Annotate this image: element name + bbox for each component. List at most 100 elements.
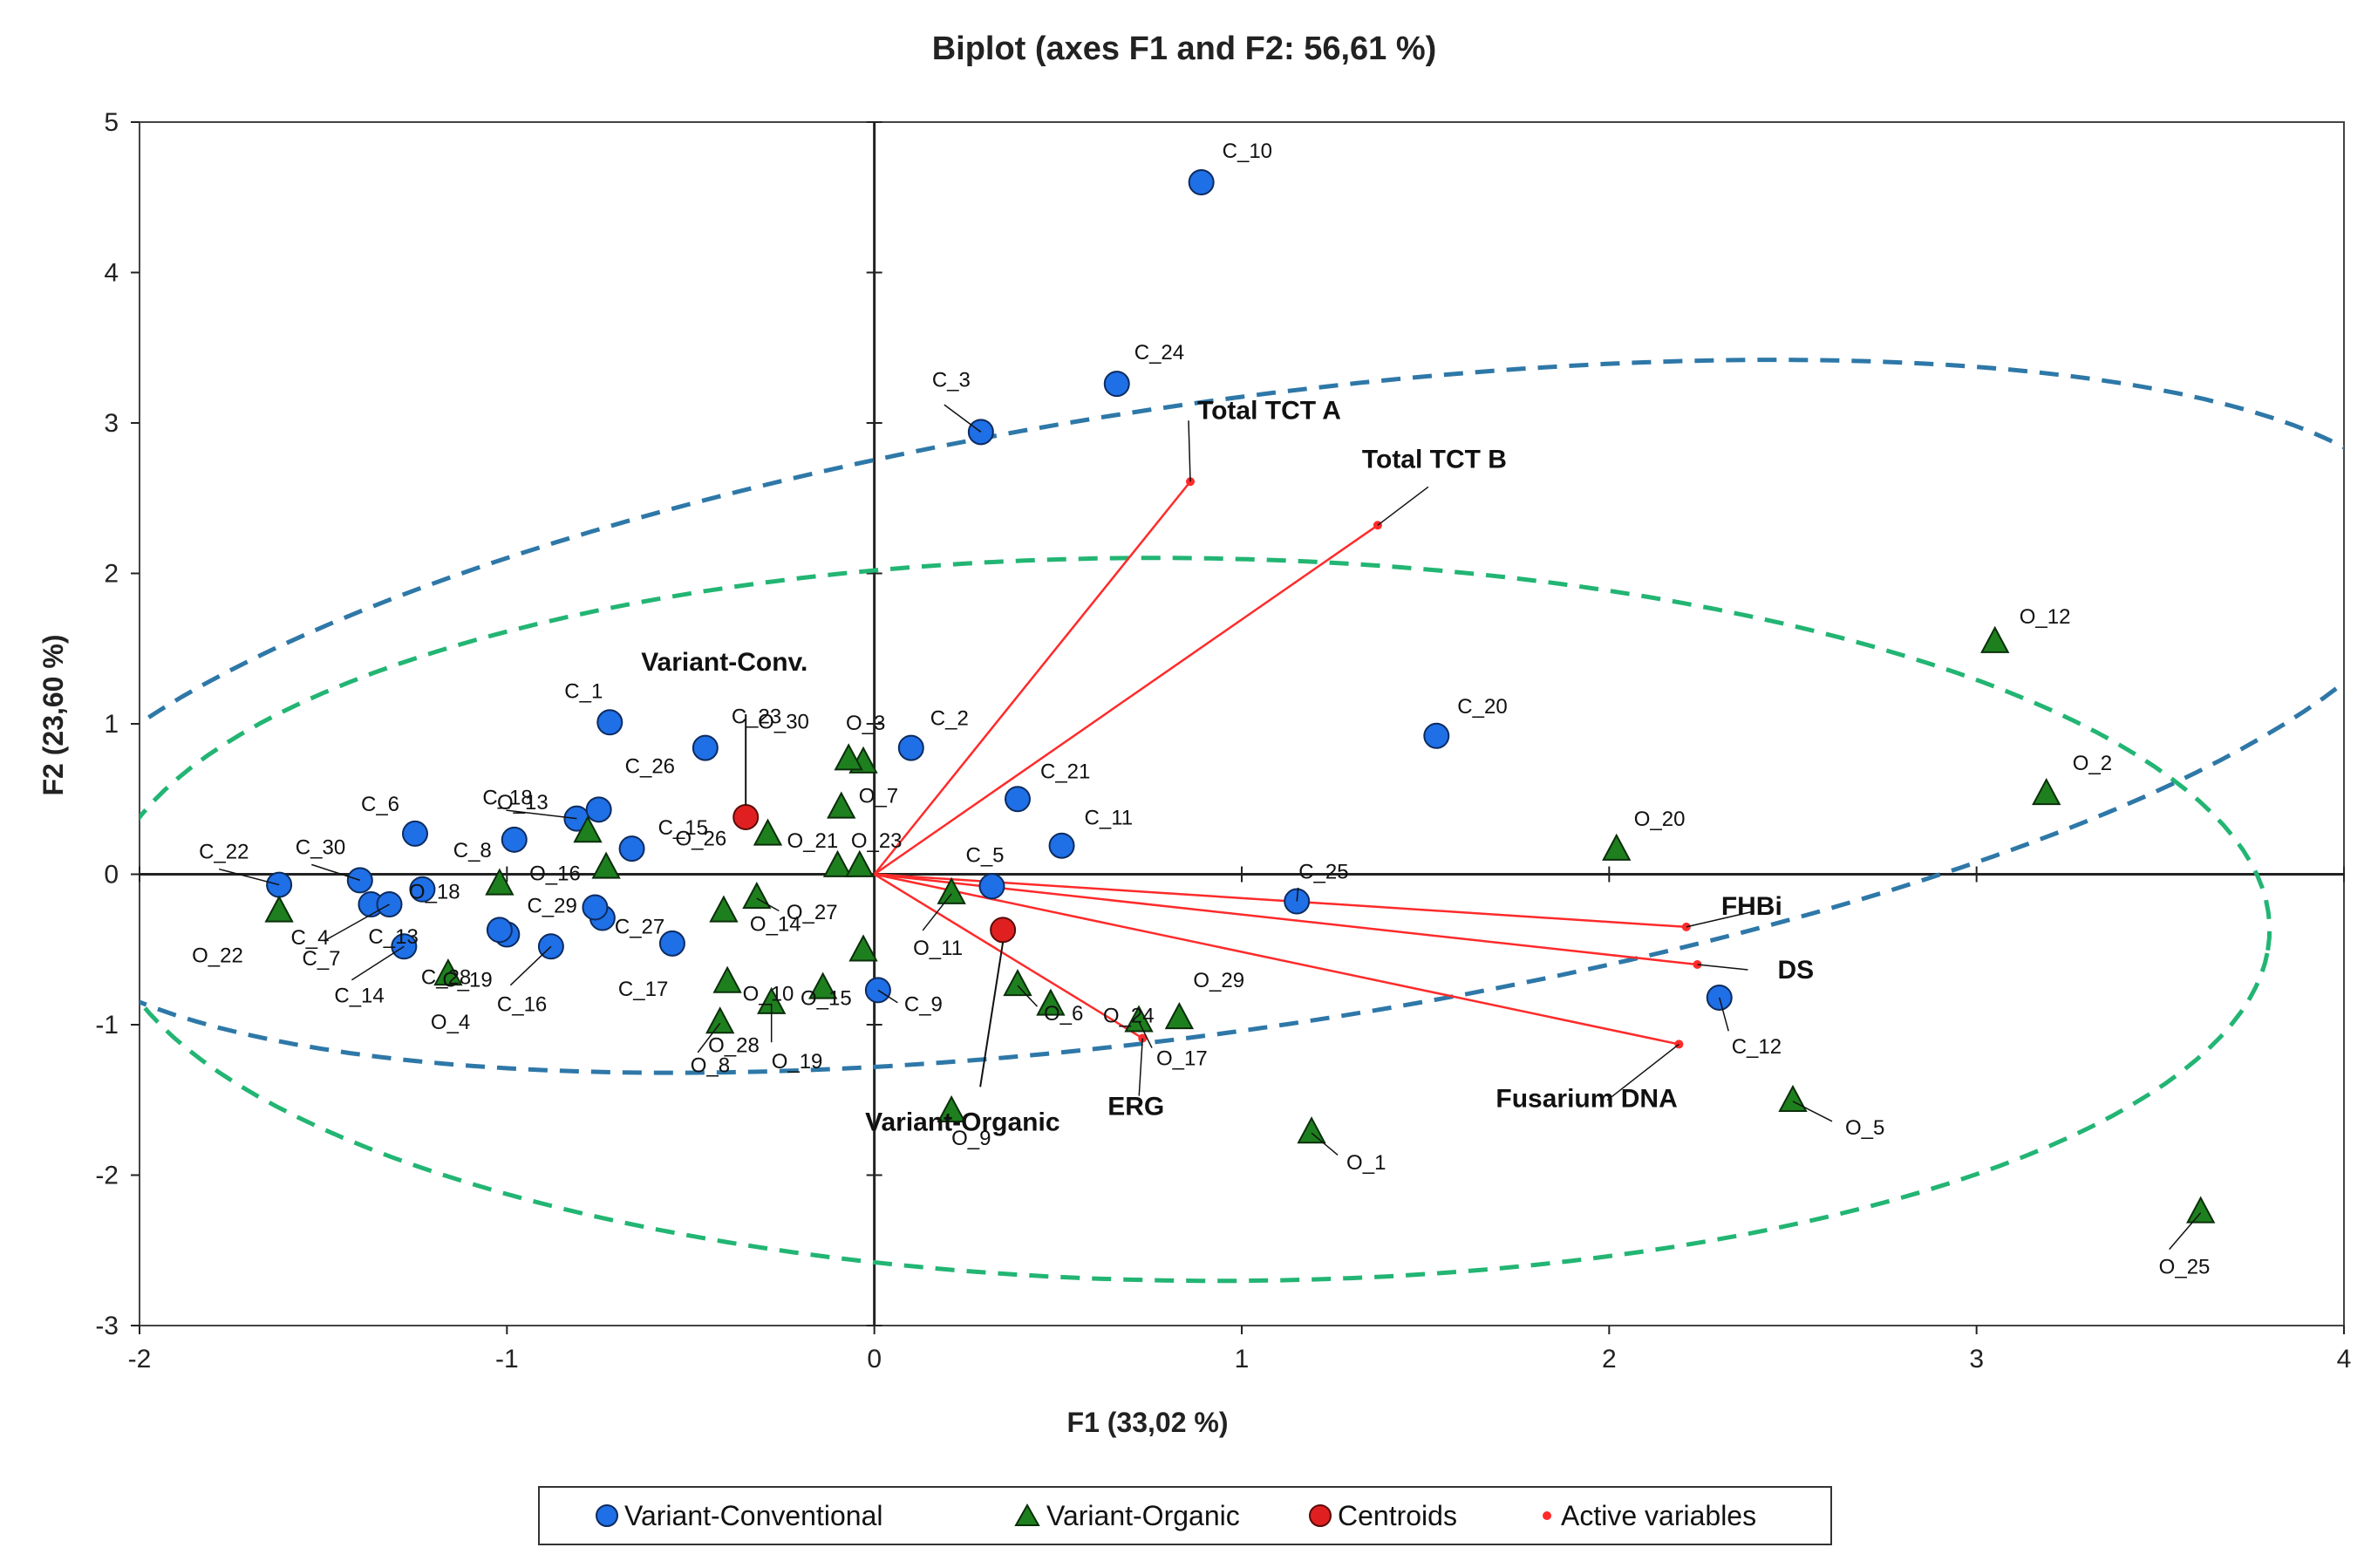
organic-point-label: O_29 <box>1193 969 1244 992</box>
conventional-point <box>402 820 428 847</box>
y-tick-label: -3 <box>95 1312 119 1340</box>
conventional-point <box>658 930 685 957</box>
x-axis-title: F1 (33,02 %) <box>1067 1407 1229 1438</box>
label-leader-line <box>1311 1132 1339 1156</box>
conventional-point <box>501 826 528 853</box>
legend-active-marker <box>1543 1511 1551 1520</box>
organic-point <box>1602 833 1632 861</box>
variable-leader-line <box>1686 910 1754 928</box>
conventional-point-label: C_20 <box>1457 695 1507 719</box>
conventional-point-label: C_6 <box>361 793 399 816</box>
y-tick-label: 0 <box>104 861 119 890</box>
organic-point-label: O_21 <box>787 829 839 853</box>
variable-vector <box>873 524 1379 876</box>
y-tick-label: -1 <box>95 1011 119 1040</box>
conventional-point-label: C_26 <box>625 754 675 778</box>
y-tick-label: 5 <box>104 108 119 137</box>
conventional-point <box>585 796 612 823</box>
organic-point <box>1164 1001 1195 1030</box>
organic-point <box>1036 988 1066 1016</box>
organic-point <box>808 971 838 999</box>
conventional-point-label: C_4 <box>290 926 329 950</box>
conventional-confidence-ellipse <box>140 358 2344 1075</box>
label-leader-line <box>351 945 405 981</box>
organic-point <box>573 815 603 843</box>
label-leader-line <box>1792 1101 1833 1122</box>
label-leader-line <box>506 809 577 820</box>
legend-organic-label: Variant-Organic <box>1046 1500 1240 1531</box>
organic-point-label: O_16 <box>529 862 581 886</box>
observation-points <box>264 169 2216 1224</box>
organic-point <box>2032 777 2061 806</box>
organic-point-label: O_1 <box>1346 1151 1386 1175</box>
organic-point-label: O_17 <box>1156 1047 1208 1071</box>
label-leader-line <box>509 945 552 986</box>
y-tick-label: 3 <box>104 409 119 438</box>
label-leader-line <box>877 989 898 1004</box>
conventional-point-label: C_16 <box>497 992 547 1016</box>
organic-point-label: O_19 <box>772 1050 823 1074</box>
conventional-point-label: C_24 <box>1134 341 1184 365</box>
plot-area-frame <box>139 121 2345 1326</box>
organic-point-label: O_30 <box>758 710 809 733</box>
label-leader-line <box>324 903 390 942</box>
conventional-point <box>486 917 513 944</box>
organic-point <box>834 743 863 771</box>
conventional-point-label: C_5 <box>965 843 1004 867</box>
conventional-point-label: C_25 <box>1298 861 1348 884</box>
conventional-point-label: C_8 <box>453 839 492 862</box>
organic-point-label: O_13 <box>497 791 548 815</box>
label-leader-line <box>1017 985 1039 1007</box>
organic-point <box>753 818 783 846</box>
organic-point-label: O_23 <box>851 829 903 853</box>
variable-leader-line <box>1697 964 1748 971</box>
conventional-point <box>1423 722 1450 749</box>
conventional-point-label: C_15 <box>658 816 708 840</box>
variable-vector <box>874 873 1686 929</box>
organic-point-label: O_12 <box>2020 605 2071 629</box>
organic-point <box>712 965 742 993</box>
conventional-point-label: C_18 <box>482 787 532 810</box>
label-leader-line <box>311 863 361 882</box>
y-tick-label: -2 <box>95 1162 119 1190</box>
organic-point <box>485 868 514 896</box>
x-tick-label: 3 <box>1969 1345 1984 1374</box>
organic-point <box>2186 1196 2216 1224</box>
variable-leader-line <box>1606 1043 1679 1101</box>
conventional-point-label: C_19 <box>442 969 492 992</box>
organic-point-label: O_28 <box>708 1034 760 1058</box>
variable-vector <box>874 873 1698 966</box>
conventional-point-label: C_17 <box>618 978 668 1001</box>
label-leader-line <box>756 897 780 912</box>
organic-point-label: O_7 <box>859 785 898 808</box>
organic-point-label: O_26 <box>675 828 726 851</box>
legend-centroids-marker <box>1309 1504 1332 1527</box>
organic-point-label: O_25 <box>2159 1256 2211 1279</box>
organic-point <box>1297 1116 1326 1144</box>
variable-leader-line <box>1377 486 1429 526</box>
organic-point-label: O_18 <box>409 881 460 904</box>
y-tick-label: 4 <box>104 259 119 288</box>
organic-point <box>591 851 621 879</box>
conventional-point-label: C_22 <box>199 841 249 864</box>
conventional-point <box>1188 169 1215 195</box>
legend-active-label: Active variables <box>1561 1500 1756 1531</box>
organic-point <box>433 958 463 986</box>
organic-point-label: O_2 <box>2073 752 2112 775</box>
conventional-point-label: C_14 <box>334 984 384 1007</box>
conventional-point-label: C_28 <box>421 965 471 989</box>
variable-leader-line <box>1188 420 1191 482</box>
conventional-point-label: C_12 <box>1732 1035 1782 1059</box>
centroid-point <box>732 803 760 830</box>
legend: Variant-Conventional Variant-Organic Cen… <box>538 1486 1832 1545</box>
organic-point-label: O_3 <box>846 712 885 735</box>
organic-point <box>845 849 875 877</box>
label-leader-line <box>1138 1021 1153 1048</box>
label-leader-line <box>944 404 982 433</box>
organic-point-label: O_22 <box>192 944 243 968</box>
label-leader-line <box>1719 997 1729 1032</box>
organic-point-label: O_24 <box>1103 1005 1155 1028</box>
conventional-point <box>897 734 924 761</box>
legend-conventional-marker <box>596 1504 618 1527</box>
organic-point-label: O_15 <box>801 986 852 1010</box>
